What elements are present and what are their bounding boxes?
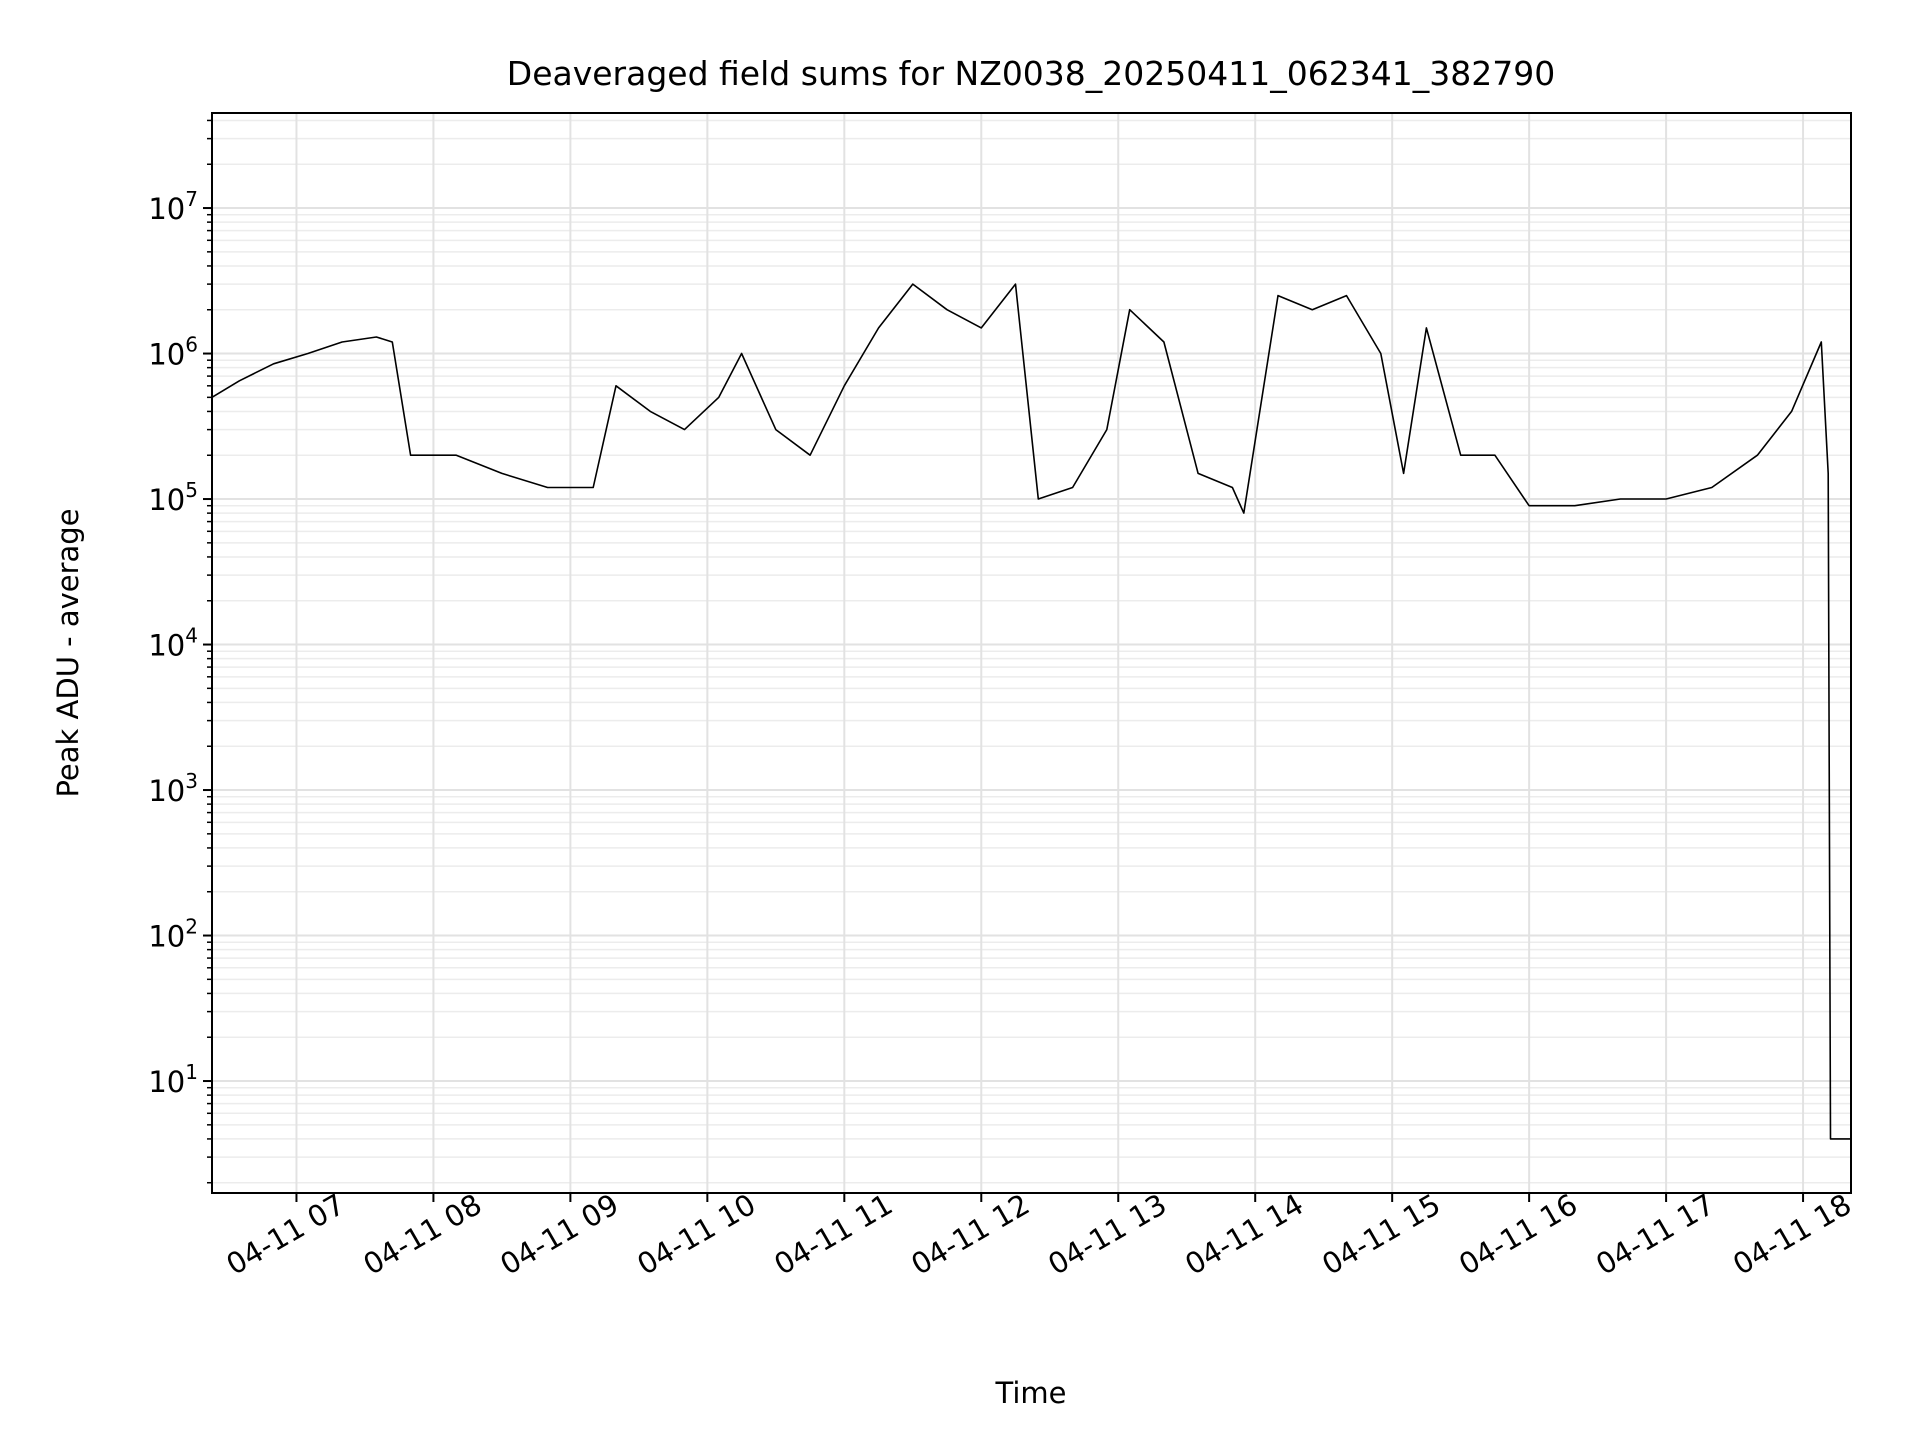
x-tick-label: 04-11 15 [1316, 1187, 1446, 1282]
y-axis-label: Peak ADU - average [51, 508, 85, 797]
y-tick-label: 102 [148, 915, 198, 954]
plot-frame [211, 112, 1852, 1194]
grid-lines [212, 113, 1851, 1193]
x-tick-label: 04-11 14 [1179, 1187, 1309, 1282]
x-tick-label: 04-11 13 [1042, 1187, 1172, 1282]
series-group [211, 283, 1851, 1140]
x-tick-label: 04-11 12 [905, 1187, 1035, 1282]
x-tick-label: 04-11 16 [1453, 1187, 1583, 1282]
data-series-line [211, 283, 1851, 1140]
x-tick-label: 04-11 17 [1590, 1187, 1720, 1282]
y-tick-label: 106 [148, 333, 198, 372]
x-axis-label: Time [995, 1376, 1067, 1410]
x-tick-label: 04-11 08 [357, 1187, 487, 1282]
y-tick-label: 101 [148, 1060, 198, 1099]
y-tick-label: 104 [148, 624, 198, 663]
y-tick-label: 105 [148, 478, 198, 517]
y-tick-label: 103 [148, 769, 198, 808]
x-tick-label: 04-11 07 [221, 1187, 351, 1282]
x-tick-label: 04-11 10 [631, 1187, 761, 1282]
x-tick-label: 04-11 09 [494, 1187, 624, 1282]
y-tick-label: 107 [148, 187, 198, 226]
chart-title: Deaveraged field sums for NZ0038_2025041… [507, 54, 1555, 93]
x-tick-label: 04-11 11 [768, 1187, 898, 1282]
x-tick-label: 04-11 18 [1727, 1187, 1857, 1282]
